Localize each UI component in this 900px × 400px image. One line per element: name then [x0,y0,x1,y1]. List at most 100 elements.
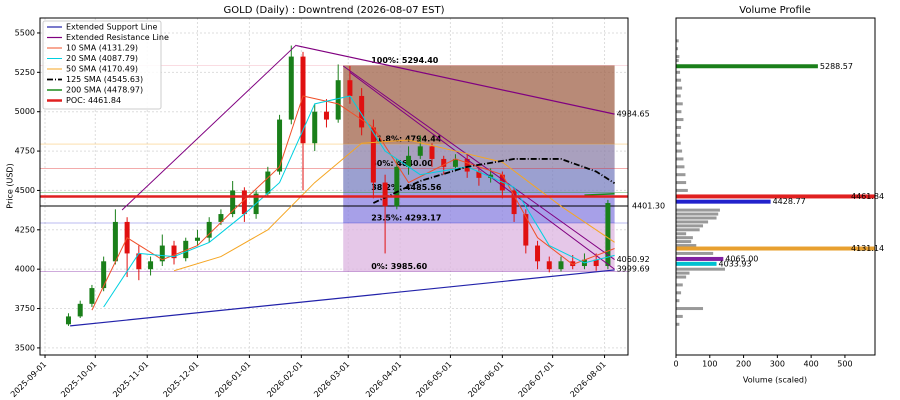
x-tick-label: 2026-05-01 [414,360,453,399]
sma-line [91,95,615,311]
candle-body [535,245,541,262]
end-label: 4060.92 [617,255,650,264]
candle-body [288,56,294,120]
candle-body [65,316,71,325]
candle-body [323,111,329,120]
plot-frame [39,17,629,356]
sma-line [173,139,615,272]
volume-bar [676,59,679,63]
key-volume-label: 4428.77 [773,197,806,206]
volume-bar [676,141,681,145]
end-label: 3999.69 [617,265,650,274]
x-tick-label: 400 [804,360,819,369]
x-tick-label: 2025-09-01 [9,360,48,399]
volume-bar [676,165,685,169]
candle-body [370,127,376,183]
fib-band [343,65,615,145]
legend-label: 10 SMA (4131.29) [66,44,138,53]
candle-body [148,261,154,270]
candle-body [77,303,83,317]
volume-bar [676,251,714,255]
volume-bar [676,220,709,224]
key-volume-label: 5288.57 [820,62,853,71]
candle-body [277,119,283,172]
candle-body [488,174,494,178]
candle-body [406,155,412,167]
key-volume-bar [676,261,717,266]
candle-body [570,261,576,267]
x-tick-label: 2025-10-01 [59,360,98,399]
candle-body [241,190,247,215]
sma-line [70,269,615,327]
volume-bar [676,224,704,228]
volume-bar [676,232,687,236]
plot-frame [675,17,876,356]
y-tick-label: 3500 [15,343,35,352]
legend-label: Extended Support Line [66,23,157,32]
fib-label: 0%: 3985.60 [371,262,427,271]
candle-body [546,261,552,270]
x-tick-label: 200 [736,360,751,369]
fib-label: 61.8%: 4794.44 [371,135,442,144]
x-tick-label: 500 [837,360,852,369]
volume-bar [676,133,681,137]
volume-bar [676,94,681,98]
legend-box [42,20,162,110]
x-tick-label: 2025-12-01 [161,360,200,399]
x-tick-label: 2026-02-01 [265,360,304,399]
fib-label: 23.5%: 4293.17 [371,214,441,223]
x-tick-label: 2025-11-01 [111,360,150,399]
legend-label: 125 SMA (4545.63) [66,75,143,84]
x-tick-label: 2026-03-01 [312,360,351,399]
sma-line [296,44,615,115]
x-tick-label: 2026-07-01 [517,360,556,399]
volume-bar [676,291,682,295]
volume-bar [676,299,680,303]
volume-bar [676,125,682,129]
y-tick-label: 4500 [15,186,35,195]
candle-body [183,240,189,259]
volume-bar [676,267,725,271]
fib-band [343,223,615,272]
key-volume-bar [676,256,724,261]
trend-line [349,71,615,270]
volume-bar [676,39,679,43]
volume-bar [676,283,683,287]
volume-bar [676,216,717,220]
candle-body [230,190,236,215]
y-tick-label: 5250 [15,68,35,77]
chart-title: GOLD (Daily) : Downtrend (2026-08-07 EST… [224,5,445,16]
trend-line [121,44,297,211]
volume-bar [676,244,697,248]
fib-label: 100%: 5294.40 [371,56,439,65]
legend-label: 200 SMA (4478.97) [66,86,143,95]
volume-bar [676,149,683,153]
candle-body [441,158,447,167]
fib-band [343,192,615,224]
volume-bar [676,322,680,326]
volume-bar [676,118,684,122]
volume-bar [676,188,688,192]
y-tick-label: 5000 [15,107,35,116]
sma-line [103,95,615,308]
x-tick-label: 2026-08-01 [568,360,607,399]
candle-body [194,237,200,241]
volume-bar [676,275,687,279]
candle-body [347,80,353,96]
x-axis-label: Volume (scaled) [743,376,807,385]
candle-body [265,171,271,194]
legend-label: 50 SMA (4170.49) [66,65,138,74]
x-tick-label: 2026-06-01 [466,360,505,399]
y-tick-label: 3750 [15,304,35,313]
volume-bar [676,314,683,318]
volume-title: Volume Profile [739,5,810,16]
volume-bar [676,47,679,51]
candle-body [89,288,95,304]
sma-line [372,158,616,204]
key-volume-bar [676,199,771,204]
volume-bar [676,102,683,106]
volume-bar [676,55,680,59]
